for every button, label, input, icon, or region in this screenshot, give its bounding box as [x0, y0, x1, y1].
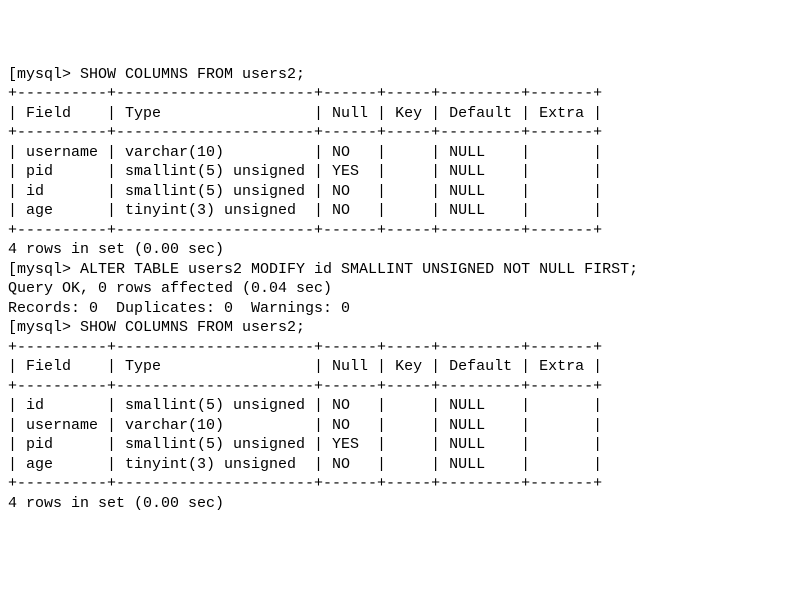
- table-border: +----------+----------------------+-----…: [8, 338, 798, 358]
- result-footer-cut: 4 rows in set (0.00 sec): [8, 494, 798, 514]
- table-header: | Field | Type | Null | Key | Default | …: [8, 104, 798, 124]
- prompt-line: [mysql> SHOW COLUMNS FROM users2;: [8, 318, 798, 338]
- prompt-line: [mysql> ALTER TABLE users2 MODIFY id SMA…: [8, 260, 798, 280]
- table-border: +----------+----------------------+-----…: [8, 474, 798, 494]
- alter-result: Records: 0 Duplicates: 0 Warnings: 0: [8, 299, 798, 319]
- table-row: | id | smallint(5) unsigned | NO | | NUL…: [8, 396, 798, 416]
- table-row: | age | tinyint(3) unsigned | NO | | NUL…: [8, 455, 798, 475]
- table-row: | pid | smallint(5) unsigned | YES | | N…: [8, 435, 798, 455]
- prompt-line: [mysql> SHOW COLUMNS FROM users2;: [8, 65, 798, 85]
- table-row: | id | smallint(5) unsigned | NO | | NUL…: [8, 182, 798, 202]
- table-border: +----------+----------------------+-----…: [8, 221, 798, 241]
- table-border: +----------+----------------------+-----…: [8, 84, 798, 104]
- mysql-terminal: [mysql> SHOW COLUMNS FROM users2;+------…: [8, 65, 798, 514]
- result-footer: 4 rows in set (0.00 sec): [8, 240, 798, 260]
- table-row: | age | tinyint(3) unsigned | NO | | NUL…: [8, 201, 798, 221]
- table-row: | pid | smallint(5) unsigned | YES | | N…: [8, 162, 798, 182]
- alter-result: Query OK, 0 rows affected (0.04 sec): [8, 279, 798, 299]
- table-row: | username | varchar(10) | NO | | NULL |…: [8, 143, 798, 163]
- table-header: | Field | Type | Null | Key | Default | …: [8, 357, 798, 377]
- table-row: | username | varchar(10) | NO | | NULL |…: [8, 416, 798, 436]
- table-border: +----------+----------------------+-----…: [8, 123, 798, 143]
- table-border: +----------+----------------------+-----…: [8, 377, 798, 397]
